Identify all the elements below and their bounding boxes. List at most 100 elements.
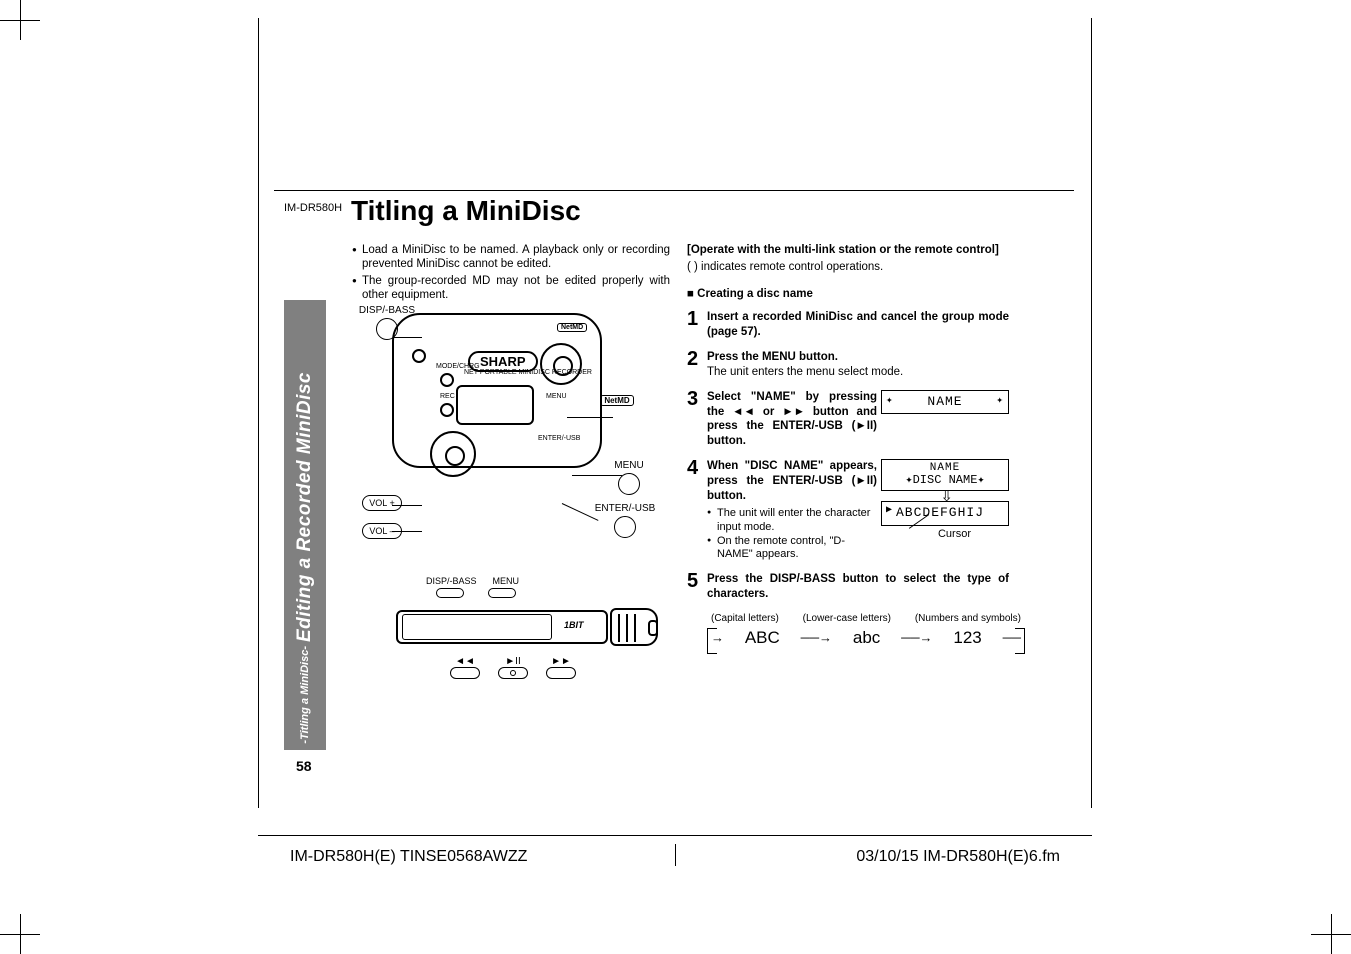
intro-notes: Load a MiniDisc to be named. A playback … [352,243,670,305]
arrow-right-icon: ──→ [901,630,932,647]
enter-label-on-device: ENTER/-USB [538,435,580,442]
step-number: 5 [687,568,698,594]
step-2-title: Press the MENU button. [707,350,1009,365]
lcd-display-discname: NAME ✦DISC NAME✦ [881,459,1009,490]
footer-right: 03/10/15 IM-DR580H(E)6.fm [856,848,1060,866]
disp-button-icon [412,349,426,363]
step-2-body: The unit enters the menu select mode. [707,365,1009,380]
remote-top-buttons [436,588,516,598]
step-4: 4 When "DISC NAME" appears, press the EN… [687,459,1009,562]
remote-top-labels: DISP/-BASS MENU [426,576,519,586]
remote-menu-label: MENU [493,576,520,586]
remote-button-icon [546,667,576,679]
remote-button-icon [436,588,464,598]
callout-label: DISP/-BASS [359,305,415,316]
callout-circle-icon [376,318,398,340]
char-abc-upper: ABC [735,627,790,649]
jog-ring-icon [540,343,582,385]
netmd-badge-icon: NetMD [600,395,633,406]
play-pause-icon: ►II [498,656,528,667]
callout-circle-icon [618,473,640,495]
callout-circle-icon [614,516,636,538]
step-number: 4 [687,455,698,481]
char-123: 123 [943,627,991,649]
remote-button-icon [450,667,480,679]
prev-icon: ◄◄ [450,656,480,667]
model-label: IM-DR580H [284,202,342,214]
step-5: 5 Press the DISP/-BASS button to select … [687,572,1009,662]
footer-separator [675,844,676,866]
step-4-sub-a: The unit will enter the character input … [707,507,877,535]
sidebar-sub-text: -Titling a MiniDisc- [299,646,311,744]
remote-figure: DISP/-BASS MENU 1BIT ◄◄ ►II ►► [378,578,658,718]
step-3: 3 Select "NAME" by pressing the ◄◄ or ►►… [687,390,1009,450]
step-5-text: Press the DISP/-BASS button to select th… [707,572,1009,602]
remote-lcd-icon [402,614,552,640]
callout-label: ENTER/-USB [595,503,656,514]
next-icon: ►► [546,656,576,667]
callout-volup: VOL + [357,495,407,511]
callout-menu: MENU [604,460,654,497]
lcd-disc-line2: ✦DISC NAME✦ [882,474,1008,487]
callout-enter: ENTER/-USB [580,503,670,540]
divider [274,190,1074,191]
char-label-lower: (Lower-case letters) [803,612,891,625]
remote-button-icon [498,667,528,679]
operate-note: [Operate with the multi-link station or … [687,243,1009,258]
callout-netmd: NetMD [587,395,647,406]
loop-line-icon [707,628,717,654]
step-2: 2 Press the MENU button. The unit enters… [687,350,1009,380]
remote-button-icon [488,588,516,598]
loop-line-icon [1015,628,1025,654]
mode-label: MODE/CHRG [436,363,480,370]
char-label-capital: (Capital letters) [711,612,779,625]
section-heading: Creating a disc name [687,287,1009,302]
step-1-text: Insert a recorded MiniDisc and cancel th… [707,310,1009,340]
bit-label: 1BIT [564,620,584,630]
section-sidebar: Editing a Recorded MiniDisc -Titling a M… [284,300,326,750]
callout-label: MENU [614,460,643,471]
step-number: 2 [687,346,698,372]
step-3-text: Select "NAME" by pressing the ◄◄ or ►► b… [707,390,877,450]
sidebar-main-text: Editing a Recorded MiniDisc [294,372,316,642]
lcd-screen-icon [456,385,534,425]
remote-dispbass-label: DISP/-BASS [426,576,477,586]
mode-button-icon [440,373,454,387]
crop-mark [1311,914,1351,954]
blink-icon: ✦ [886,394,894,408]
intro-note-2: The group-recorded MD may not be edited … [352,274,670,303]
page-number: 58 [296,758,312,774]
page-title: Titling a MiniDisc [351,195,581,227]
instructions-column: [Operate with the multi-link station or … [687,243,1009,672]
callout-voldn: VOL – [357,523,407,539]
lcd-name-text: NAME [927,394,962,409]
step-4-title: When "DISC NAME" appears, press the ENTE… [707,459,877,504]
char-label-numbers: (Numbers and symbols) [915,612,1021,625]
step-4-sub-b: On the remote control, "D-NAME" appears. [707,535,877,563]
menu-label-on-device: MENU [546,393,567,400]
paren-note: ( ) indicates remote control operations. [687,260,1009,275]
remote-grip-icon [610,608,658,646]
footer-left: IM-DR580H(E) TINSE0568AWZZ [290,848,527,866]
lcd-display-name: ✦ NAME ✦ [881,390,1009,415]
device-figure: NetMD SHARP NET PORTABLE MINIDISC RECORD… [362,305,660,575]
netmd-badge-icon: NetMD [557,323,587,332]
arrow-right-icon: ──→ [801,630,832,647]
lcd-display-abc: ▶ ABCDEFGHIJ [881,501,1009,526]
jog-dial-icon [430,431,476,477]
vol-up-icon: VOL + [362,495,401,511]
intro-note-1: Load a MiniDisc to be named. A playback … [352,243,670,272]
step-number: 1 [687,306,698,332]
step-1: 1 Insert a recorded MiniDisc and cancel … [687,310,1009,340]
cursor-label: Cursor [938,527,971,541]
vol-down-icon: VOL – [362,523,401,539]
blink-icon: ✦ [996,394,1004,408]
lcd-abc-text: ABCDEFGHIJ [896,505,984,520]
callout-dispbass: DISP/-BASS [352,305,422,342]
rec-label: REC [440,393,455,400]
leader-line [567,417,613,418]
rec-button-icon [440,403,454,417]
step-number: 3 [687,386,698,412]
crop-mark [0,0,40,40]
remote-bottom-buttons: ◄◄ ►II ►► [450,656,576,679]
